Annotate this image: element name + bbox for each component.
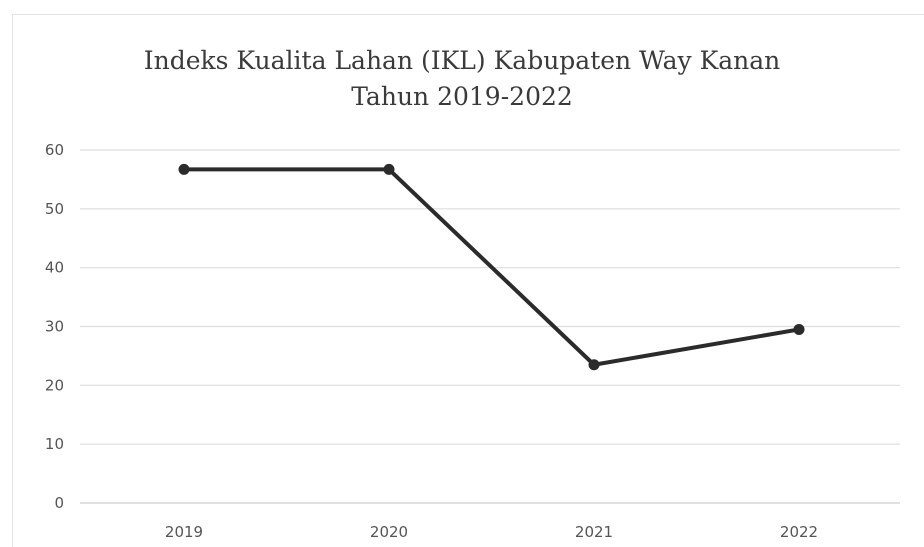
chart-frame (12, 14, 924, 547)
chart-title-line-2: Tahun 2019-2022 (351, 82, 573, 111)
y-tick-label-60: 60 (45, 141, 64, 159)
x-tick-label-2020: 2020 (370, 523, 408, 541)
data-point-2020 (383, 163, 395, 175)
y-tick-label-50: 50 (45, 200, 64, 218)
y-tick-label-40: 40 (45, 259, 64, 277)
y-tick-label-10: 10 (45, 435, 64, 453)
data-point-2022 (793, 323, 805, 335)
chart-title-line-1: Indeks Kualita Lahan (IKL) Kabupaten Way… (143, 46, 781, 75)
series-line (182, 167, 801, 367)
y-tick-label-30: 30 (45, 318, 64, 336)
x-tick-label-2022: 2022 (780, 523, 818, 541)
x-tick-label-2019: 2019 (165, 523, 203, 541)
data-point-2021 (588, 359, 600, 371)
y-tick-label-20: 20 (45, 376, 64, 394)
data-point-2019 (178, 163, 190, 175)
x-tick-label-2021: 2021 (575, 523, 613, 541)
y-tick-label-0: 0 (54, 494, 64, 512)
